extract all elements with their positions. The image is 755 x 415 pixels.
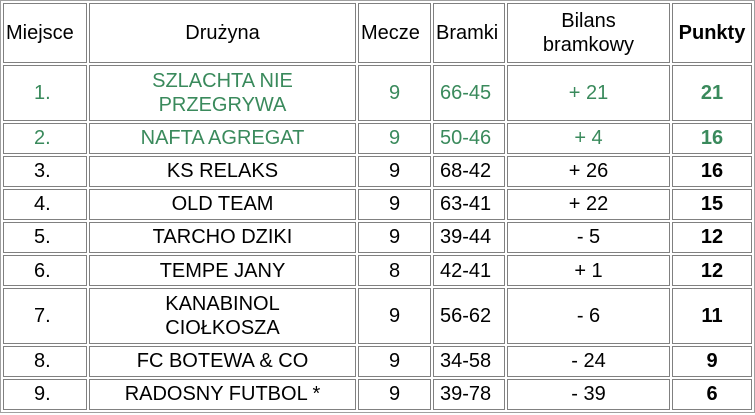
points-cell: 16 xyxy=(672,122,752,154)
goals-cell: 39-78 xyxy=(433,378,505,410)
standings-body: 1. SZLACHTA NIE PRZEGRYWA 9 66-45 + 21 21 2. NAF… xyxy=(3,65,752,410)
matches-cell: 9 xyxy=(358,288,431,344)
team-name-line1: TEMPE JANY xyxy=(159,259,286,282)
team-name-line1: FC BOTEWA & CO xyxy=(136,350,309,373)
team-name-line1: NAFTA AGREGAT xyxy=(140,127,305,150)
header-place: Miejsce xyxy=(3,3,87,63)
goal-difference-cell: - 6 xyxy=(507,288,670,344)
team-name-line1: OLD TEAM xyxy=(171,193,274,216)
team-name-cell: KANABINOL CIOŁKOSZA xyxy=(89,288,356,344)
table-row: 5. TARCHO DZIKI 9 39-44- 5 12 xyxy=(3,221,752,253)
matches-cell: 9 xyxy=(358,378,431,410)
team-name-line1: TARCHO DZIKI xyxy=(152,226,293,249)
goal-difference-cell: + 1 xyxy=(507,254,670,287)
points-cell: 12 xyxy=(672,254,752,287)
table-row: 9. RADOSNY FUTBOL * 9 39-78- 39 6 xyxy=(3,378,752,410)
matches-cell: 9 xyxy=(358,188,431,220)
team-name-line1: KANABINOL xyxy=(165,292,280,315)
goal-difference-cell: - 39 xyxy=(507,378,670,410)
place-cell: 5. xyxy=(3,221,87,253)
header-points: Punkty xyxy=(672,3,752,63)
place-cell: 7. xyxy=(3,288,87,344)
goals-cell: 42-41 xyxy=(433,254,505,287)
table-row: 3. KS RELAKS 9 68-42 + 26 16 xyxy=(3,155,752,187)
team-name-cell: FC BOTEWA & CO xyxy=(89,345,356,377)
place-cell: 2. xyxy=(3,122,87,154)
place-cell: 8. xyxy=(3,345,87,377)
matches-cell: 9 xyxy=(358,345,431,377)
goals-cell: 66-45 xyxy=(433,65,505,121)
points-cell: 15 xyxy=(672,188,752,220)
matches-cell: 9 xyxy=(358,122,431,154)
goal-difference-cell: + 22 xyxy=(507,188,670,220)
team-name-line1: RADOSNY FUTBOL * xyxy=(124,383,321,406)
header-goal-difference: Bilans bramkowy xyxy=(507,3,670,63)
matches-cell: 9 xyxy=(358,221,431,253)
table-row: 4. OLD TEAM 9 63-41 + 22 15 xyxy=(3,188,752,220)
goals-cell: 56-62 xyxy=(433,288,505,344)
goals-cell: 34-58 xyxy=(433,345,505,377)
points-cell: 12 xyxy=(672,221,752,253)
header-team: Drużyna xyxy=(89,3,356,63)
table-row: 8. FC BOTEWA & CO 9 34-58- 24 9 xyxy=(3,345,752,377)
header-goal-difference-line2: bramkowy xyxy=(542,34,635,56)
matches-cell: 9 xyxy=(358,155,431,187)
points-cell: 6 xyxy=(672,378,752,410)
team-name-line1: KS RELAKS xyxy=(166,160,279,183)
table-row: 2. NAFTA AGREGAT 9 50-46 + 4 16 xyxy=(3,122,752,154)
header-goal-difference-line1: Bilans xyxy=(561,10,616,32)
team-name-line2: PRZEGRYWA xyxy=(158,93,287,116)
place-cell: 4. xyxy=(3,188,87,220)
place-cell: 6. xyxy=(3,254,87,287)
team-name-cell: SZLACHTA NIE PRZEGRYWA xyxy=(89,65,356,121)
header-goals: Bramki xyxy=(433,3,505,63)
goal-difference-cell: - 5 xyxy=(507,221,670,253)
matches-cell: 8 xyxy=(358,254,431,287)
team-name-cell: TEMPE JANY xyxy=(89,254,356,287)
goal-difference-cell: + 4 xyxy=(507,122,670,154)
team-name-cell: NAFTA AGREGAT xyxy=(89,122,356,154)
place-cell: 1. xyxy=(3,65,87,121)
points-cell: 9 xyxy=(672,345,752,377)
team-name-line2: CIOŁKOSZA xyxy=(165,316,280,339)
goal-difference-cell: - 24 xyxy=(507,345,670,377)
points-cell: 16 xyxy=(672,155,752,187)
team-name-line1: SZLACHTA NIE xyxy=(152,69,293,92)
matches-cell: 9 xyxy=(358,65,431,121)
place-cell: 3. xyxy=(3,155,87,187)
goal-difference-cell: + 21 xyxy=(507,65,670,121)
goals-cell: 39-44 xyxy=(433,221,505,253)
goal-difference-cell: + 26 xyxy=(507,155,670,187)
place-cell: 9. xyxy=(3,378,87,410)
team-name-cell: TARCHO DZIKI xyxy=(89,221,356,253)
table-row: 7. KANABINOL CIOŁKOSZA 9 56-62- 6 11 xyxy=(3,288,752,344)
goals-cell: 68-42 xyxy=(433,155,505,187)
header-matches: Mecze xyxy=(358,3,431,63)
goals-cell: 50-46 xyxy=(433,122,505,154)
points-cell: 21 xyxy=(672,65,752,121)
table-row: 1. SZLACHTA NIE PRZEGRYWA 9 66-45 + 21 21 xyxy=(3,65,752,121)
points-cell: 11 xyxy=(672,288,752,344)
table-row: 6. TEMPE JANY 8 42-41 + 1 12 xyxy=(3,254,752,287)
team-name-cell: RADOSNY FUTBOL * xyxy=(89,378,356,410)
team-name-cell: OLD TEAM xyxy=(89,188,356,220)
header-row: Miejsce Drużyna Mecze Bramki Bilans bram… xyxy=(3,3,752,63)
team-name-cell: KS RELAKS xyxy=(89,155,356,187)
goals-cell: 63-41 xyxy=(433,188,505,220)
